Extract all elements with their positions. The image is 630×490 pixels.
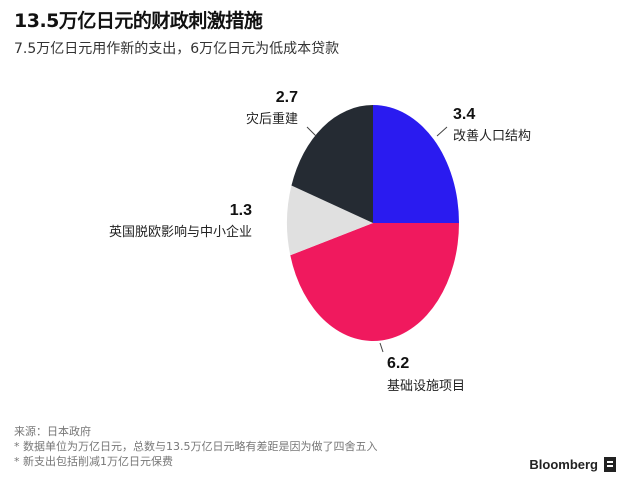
leader-line [436,126,448,137]
pie-slice [291,105,373,223]
brand-name: Bloomberg [529,457,598,472]
slice-category-label: 基础设施项目 [387,379,465,394]
leader-line [379,342,384,353]
slice-category-label: 灾后重建 [246,111,298,127]
slice-value-label: 1.3 [230,202,252,219]
source-note: 来源：日本政府 [14,425,91,438]
footnote-units: * 数据单位为万亿日元，总数与13.5万亿日元略有差距是因为做了四舍五入 [14,440,378,453]
chart-subtitle: 7.5万亿日元用作新的支出，6万亿日元为低成本贷款 [14,41,340,57]
chart-footer: 来源：日本政府 * 数据单位为万亿日元，总数与13.5万亿日元略有差距是因为做了… [14,424,378,469]
leader-line [306,126,317,137]
bloomberg-terminal-icon [604,457,616,472]
slice-value-label: 6.2 [387,355,409,372]
footnote-new-spending: * 新支出包括削减1万亿日元保费 [14,455,173,468]
slice-value-label: 3.4 [453,106,475,123]
pie-slice [290,223,459,341]
chart-title: 13.5万亿日元的财政刺激措施 [14,10,263,32]
brand: Bloomberg [529,457,616,472]
slice-category-label: 改善人口结构 [453,128,531,144]
slice-category-label: 英国脱欧影响与中小企业 [109,224,252,240]
pie-slice [287,185,373,256]
slice-value-label: 2.7 [276,89,298,106]
pie-slice [373,105,459,223]
